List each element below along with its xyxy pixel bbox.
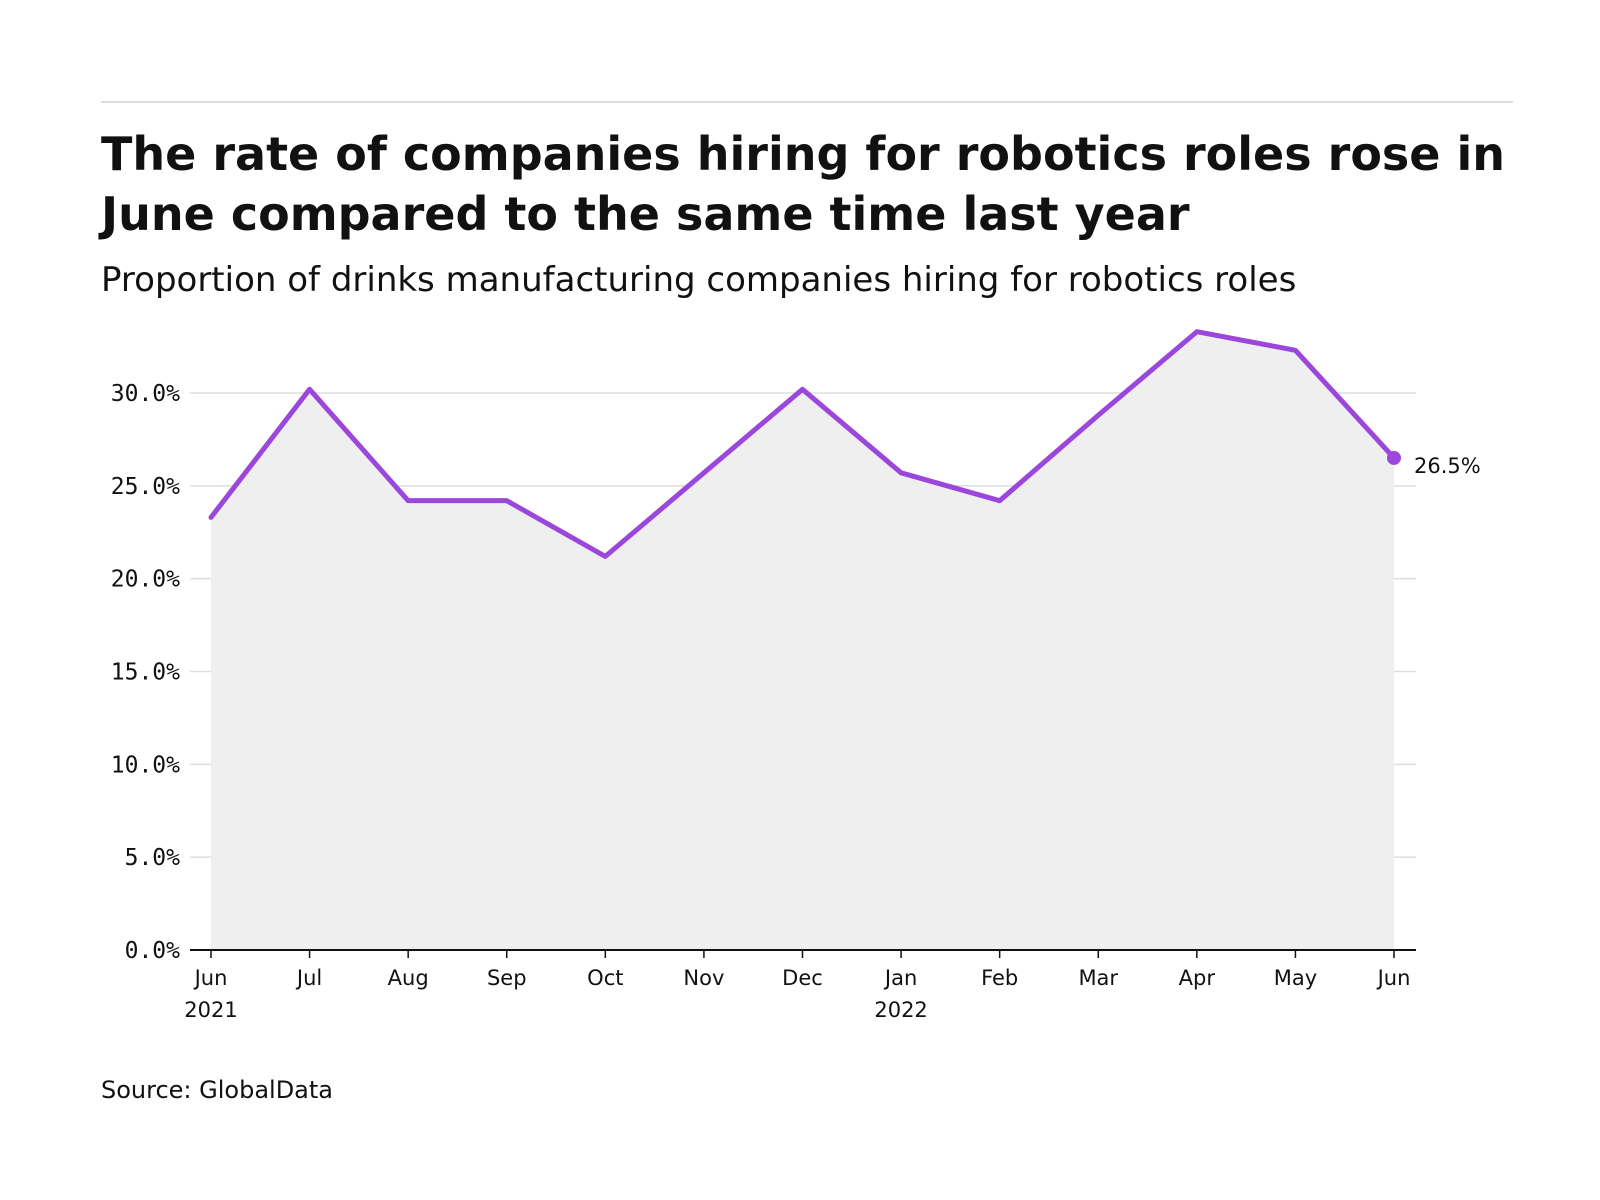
series-line [208,329,1397,559]
top-divider [101,101,1513,103]
x-axis: Jun 2021 Jul Aug Sep Oct Nov Dec Jan 2022 Feb Mar Ap… [184,950,1410,1022]
x-tick-label: Dec [782,966,823,990]
chart-title: The rate of companies hiring for robotic… [101,127,1506,241]
area-fill [211,331,1394,951]
y-tick-label: 20.0% [111,567,180,593]
end-value-label: 26.5% [1414,454,1481,478]
chart-subtitle: Proportion of drinks manufacturing compa… [101,260,1297,300]
x-tick-label: Apr [1179,966,1216,990]
y-tick-label: 0.0% [125,938,181,964]
x-year-label: 2021 [184,998,237,1022]
y-axis: 0.0% 5.0% 10.0% 15.0% 20.0% 25.0% 30.0% [111,381,180,964]
x-tick-label: Feb [981,966,1018,990]
x-tick-label: Nov [683,966,724,990]
y-tick-label: 15.0% [111,660,180,686]
x-tick-label: May [1274,966,1317,990]
x-tick-label: Aug [388,966,429,990]
x-tick-label: Mar [1078,966,1118,990]
y-tick-label: 5.0% [125,845,181,871]
x-tick-label: Jun [1376,966,1411,990]
x-tick-label: Oct [587,966,623,990]
x-tick-label: Jan [883,966,917,990]
y-tick-label: 30.0% [111,381,180,407]
x-tick-label: Jun [193,966,228,990]
y-tick-label: 25.0% [111,474,180,500]
x-year-label: 2022 [874,998,927,1022]
x-tick-label: Jul [295,966,322,990]
source-note: Source: GlobalData [101,1076,334,1104]
end-point-marker [1387,450,1401,465]
x-tick-label: Sep [487,966,527,990]
y-tick-label: 10.0% [111,752,180,778]
